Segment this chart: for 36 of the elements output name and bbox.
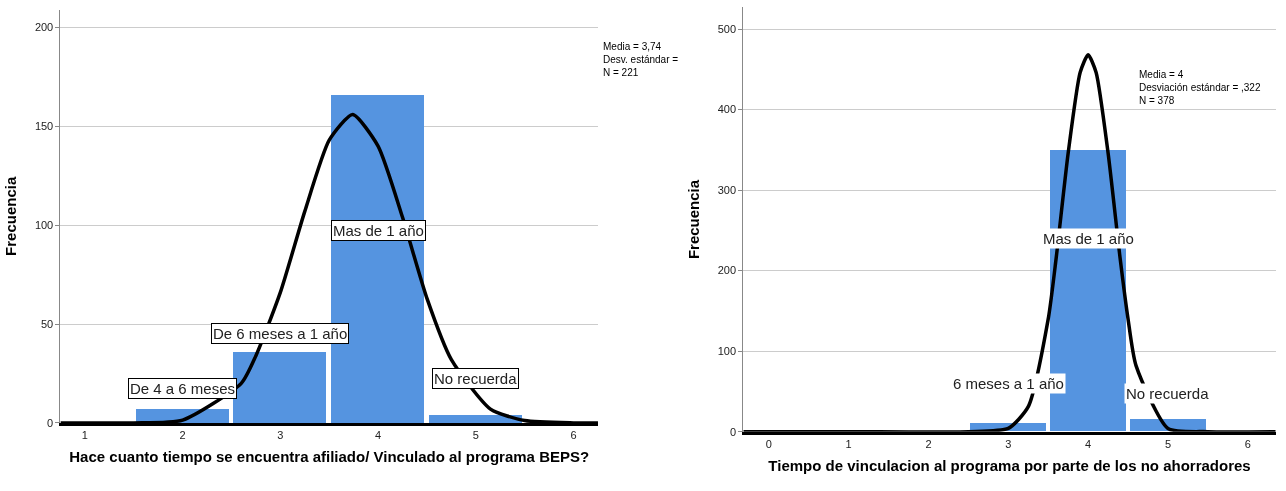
y-axis-title: Frecuencia — [685, 179, 702, 260]
y-tick-label: 200 — [717, 264, 737, 277]
x-tick-label: 3 — [1005, 437, 1012, 450]
x-tick-label: 2 — [179, 429, 186, 442]
y-tick-label: 150 — [34, 120, 54, 133]
y-tick-label: 100 — [34, 219, 54, 232]
y-tick-label: 200 — [34, 21, 54, 34]
y-axis-title: Frecuencia — [2, 176, 20, 256]
y-tick-label: 400 — [717, 103, 737, 116]
y-tick-label: 50 — [40, 317, 54, 330]
x-tick-label: 6 — [570, 429, 577, 442]
y-tick-label: 300 — [717, 183, 737, 196]
x-tick-label: 3 — [277, 429, 284, 442]
x-tick-label: 4 — [375, 429, 382, 442]
y-tick-label: 500 — [717, 22, 737, 35]
y-tick-label: 0 — [47, 416, 54, 429]
annotation: De 4 a 6 meses — [130, 380, 236, 397]
annotation: Mas de 1 año — [333, 222, 424, 239]
annotation: De 6 meses a 1 año — [213, 325, 348, 342]
x-tick-label: 5 — [472, 429, 479, 442]
annotation: No recuerda — [434, 370, 518, 387]
x-tick-label: 4 — [1085, 437, 1092, 450]
annotation: No recuerda — [1126, 385, 1210, 402]
annotation: Mas de 1 año — [1043, 230, 1134, 247]
x-tick-label: 5 — [1164, 437, 1172, 450]
x-tick-label: 2 — [925, 437, 932, 450]
text: Media = 3,74 Desv. estándar = N = 221 — [603, 41, 679, 78]
x-axis-title: Tiempo de vinculacion al programa por parte de los no ahorradores — [768, 456, 1251, 474]
x-tick-label: 6 — [1244, 437, 1251, 450]
x-axis-title: Hace cuanto tiempo se encuentra afiliado/ Vinculado al programa BEPS? — [69, 448, 590, 466]
annotation: Media = 4 Desviación estándar = ,322 N = 378 — [1139, 69, 1261, 106]
x-tick-label: 1 — [81, 429, 88, 442]
x-tick-label: 0 — [765, 437, 772, 450]
x-tick-label: 1 — [845, 437, 852, 450]
y-tick-label: 100 — [717, 344, 737, 357]
annotation: 6 meses a 1 año — [953, 375, 1064, 392]
